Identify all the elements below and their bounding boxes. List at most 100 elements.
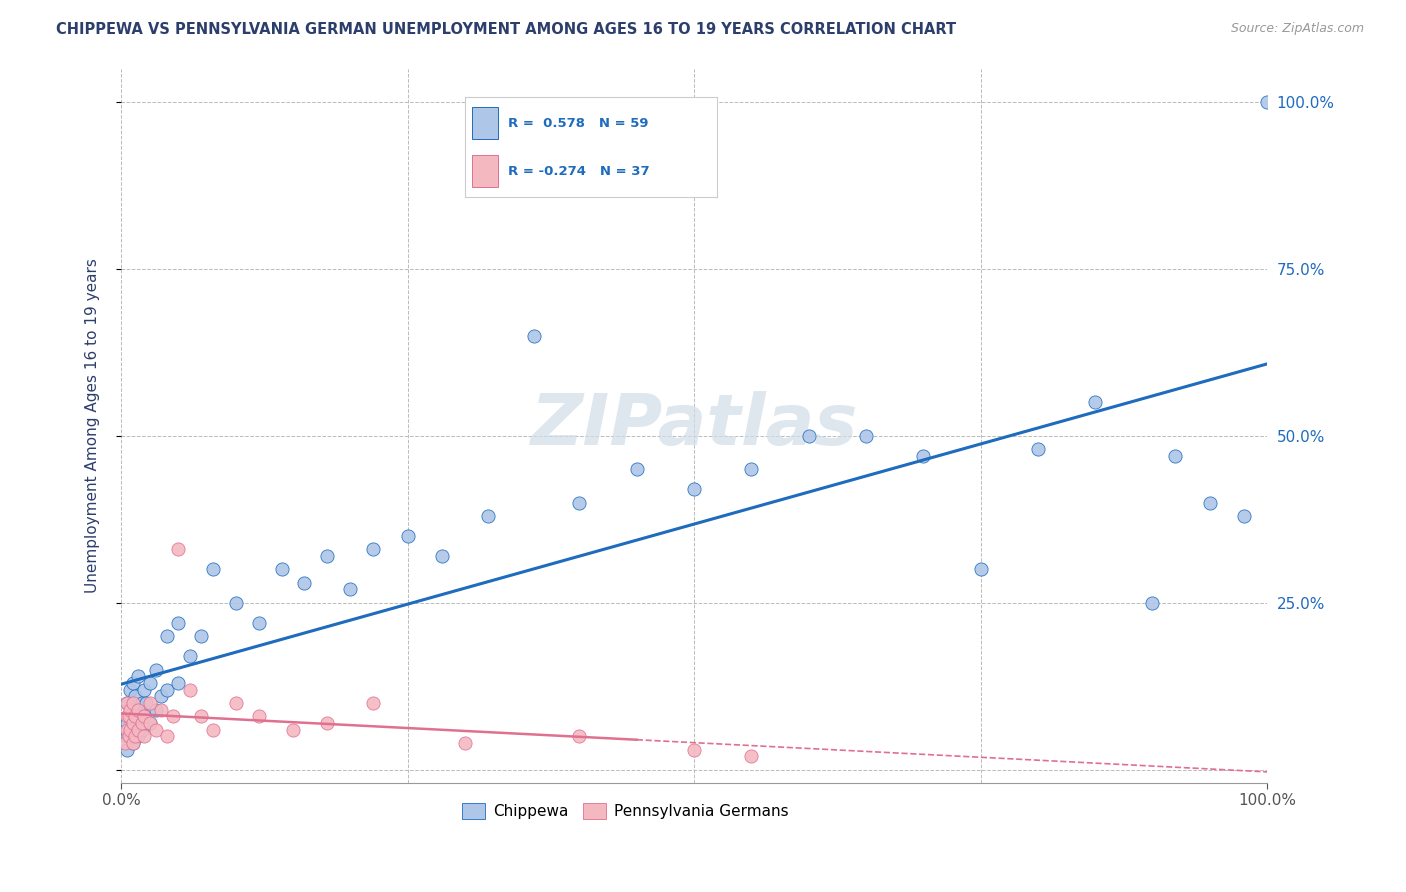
Legend: Chippewa, Pennsylvania Germans: Chippewa, Pennsylvania Germans <box>456 797 794 825</box>
Point <box>124 715 146 730</box>
Point <box>179 682 201 697</box>
Point <box>316 715 339 730</box>
Point <box>626 462 648 476</box>
Point <box>150 702 173 716</box>
Point <box>150 690 173 704</box>
Point <box>361 696 384 710</box>
Point <box>120 682 142 697</box>
Point <box>361 542 384 557</box>
Point <box>121 702 143 716</box>
Point <box>120 723 142 737</box>
Point <box>115 709 138 723</box>
Point <box>1142 596 1164 610</box>
Point <box>167 676 190 690</box>
Point <box>167 615 190 630</box>
Point <box>568 495 591 509</box>
Point <box>1198 495 1220 509</box>
Text: ZIPatlas: ZIPatlas <box>530 392 858 460</box>
Point <box>156 729 179 743</box>
Text: CHIPPEWA VS PENNSYLVANIA GERMAN UNEMPLOYMENT AMONG AGES 16 TO 19 YEARS CORRELATI: CHIPPEWA VS PENNSYLVANIA GERMAN UNEMPLOY… <box>56 22 956 37</box>
Point <box>247 709 270 723</box>
Point <box>121 736 143 750</box>
Point <box>121 723 143 737</box>
Point <box>120 709 142 723</box>
Point <box>1256 95 1278 109</box>
Point <box>127 723 149 737</box>
Point <box>124 729 146 743</box>
Point <box>132 682 155 697</box>
Point <box>430 549 453 563</box>
Point <box>523 328 546 343</box>
Point <box>247 615 270 630</box>
Point <box>683 482 706 496</box>
Point <box>740 462 762 476</box>
Point <box>190 709 212 723</box>
Point <box>139 676 162 690</box>
Point <box>797 429 820 443</box>
Point <box>855 429 877 443</box>
Point <box>139 715 162 730</box>
Point <box>131 723 153 737</box>
Point <box>115 742 138 756</box>
Point <box>969 562 991 576</box>
Point <box>115 729 138 743</box>
Point <box>124 690 146 704</box>
Point <box>120 702 142 716</box>
Point <box>294 575 316 590</box>
Point <box>121 736 143 750</box>
Point <box>162 709 184 723</box>
Point <box>281 723 304 737</box>
Point <box>339 582 361 597</box>
Point <box>145 723 167 737</box>
Point <box>115 715 138 730</box>
Point <box>127 702 149 716</box>
Point <box>683 742 706 756</box>
Point <box>114 736 136 750</box>
Point <box>118 729 141 743</box>
Point <box>115 696 138 710</box>
Point <box>740 749 762 764</box>
Point <box>270 562 292 576</box>
Point <box>139 696 162 710</box>
Point <box>145 663 167 677</box>
Point <box>145 702 167 716</box>
Point <box>121 696 143 710</box>
Point <box>167 542 190 557</box>
Point <box>201 562 224 576</box>
Point <box>121 715 143 730</box>
Point <box>127 669 149 683</box>
Point <box>316 549 339 563</box>
Point <box>121 676 143 690</box>
Point <box>1026 442 1049 457</box>
Point <box>225 696 247 710</box>
Point <box>179 649 201 664</box>
Point <box>568 729 591 743</box>
Point <box>1164 449 1187 463</box>
Y-axis label: Unemployment Among Ages 16 to 19 years: Unemployment Among Ages 16 to 19 years <box>86 259 100 593</box>
Point <box>190 629 212 643</box>
Text: Source: ZipAtlas.com: Source: ZipAtlas.com <box>1230 22 1364 36</box>
Point <box>201 723 224 737</box>
Point <box>135 696 157 710</box>
Point <box>477 508 499 523</box>
Point <box>139 715 162 730</box>
Point <box>156 629 179 643</box>
Point <box>127 729 149 743</box>
Point <box>127 702 149 716</box>
Point <box>115 723 138 737</box>
Point <box>132 709 155 723</box>
Point <box>1084 395 1107 409</box>
Point <box>225 596 247 610</box>
Point <box>131 715 153 730</box>
Point <box>132 729 155 743</box>
Point <box>120 729 142 743</box>
Point <box>156 682 179 697</box>
Point <box>912 449 935 463</box>
Point <box>124 709 146 723</box>
Point <box>454 736 477 750</box>
Point <box>118 709 141 723</box>
Point <box>132 709 155 723</box>
Point <box>396 529 419 543</box>
Point <box>1233 508 1256 523</box>
Point <box>115 696 138 710</box>
